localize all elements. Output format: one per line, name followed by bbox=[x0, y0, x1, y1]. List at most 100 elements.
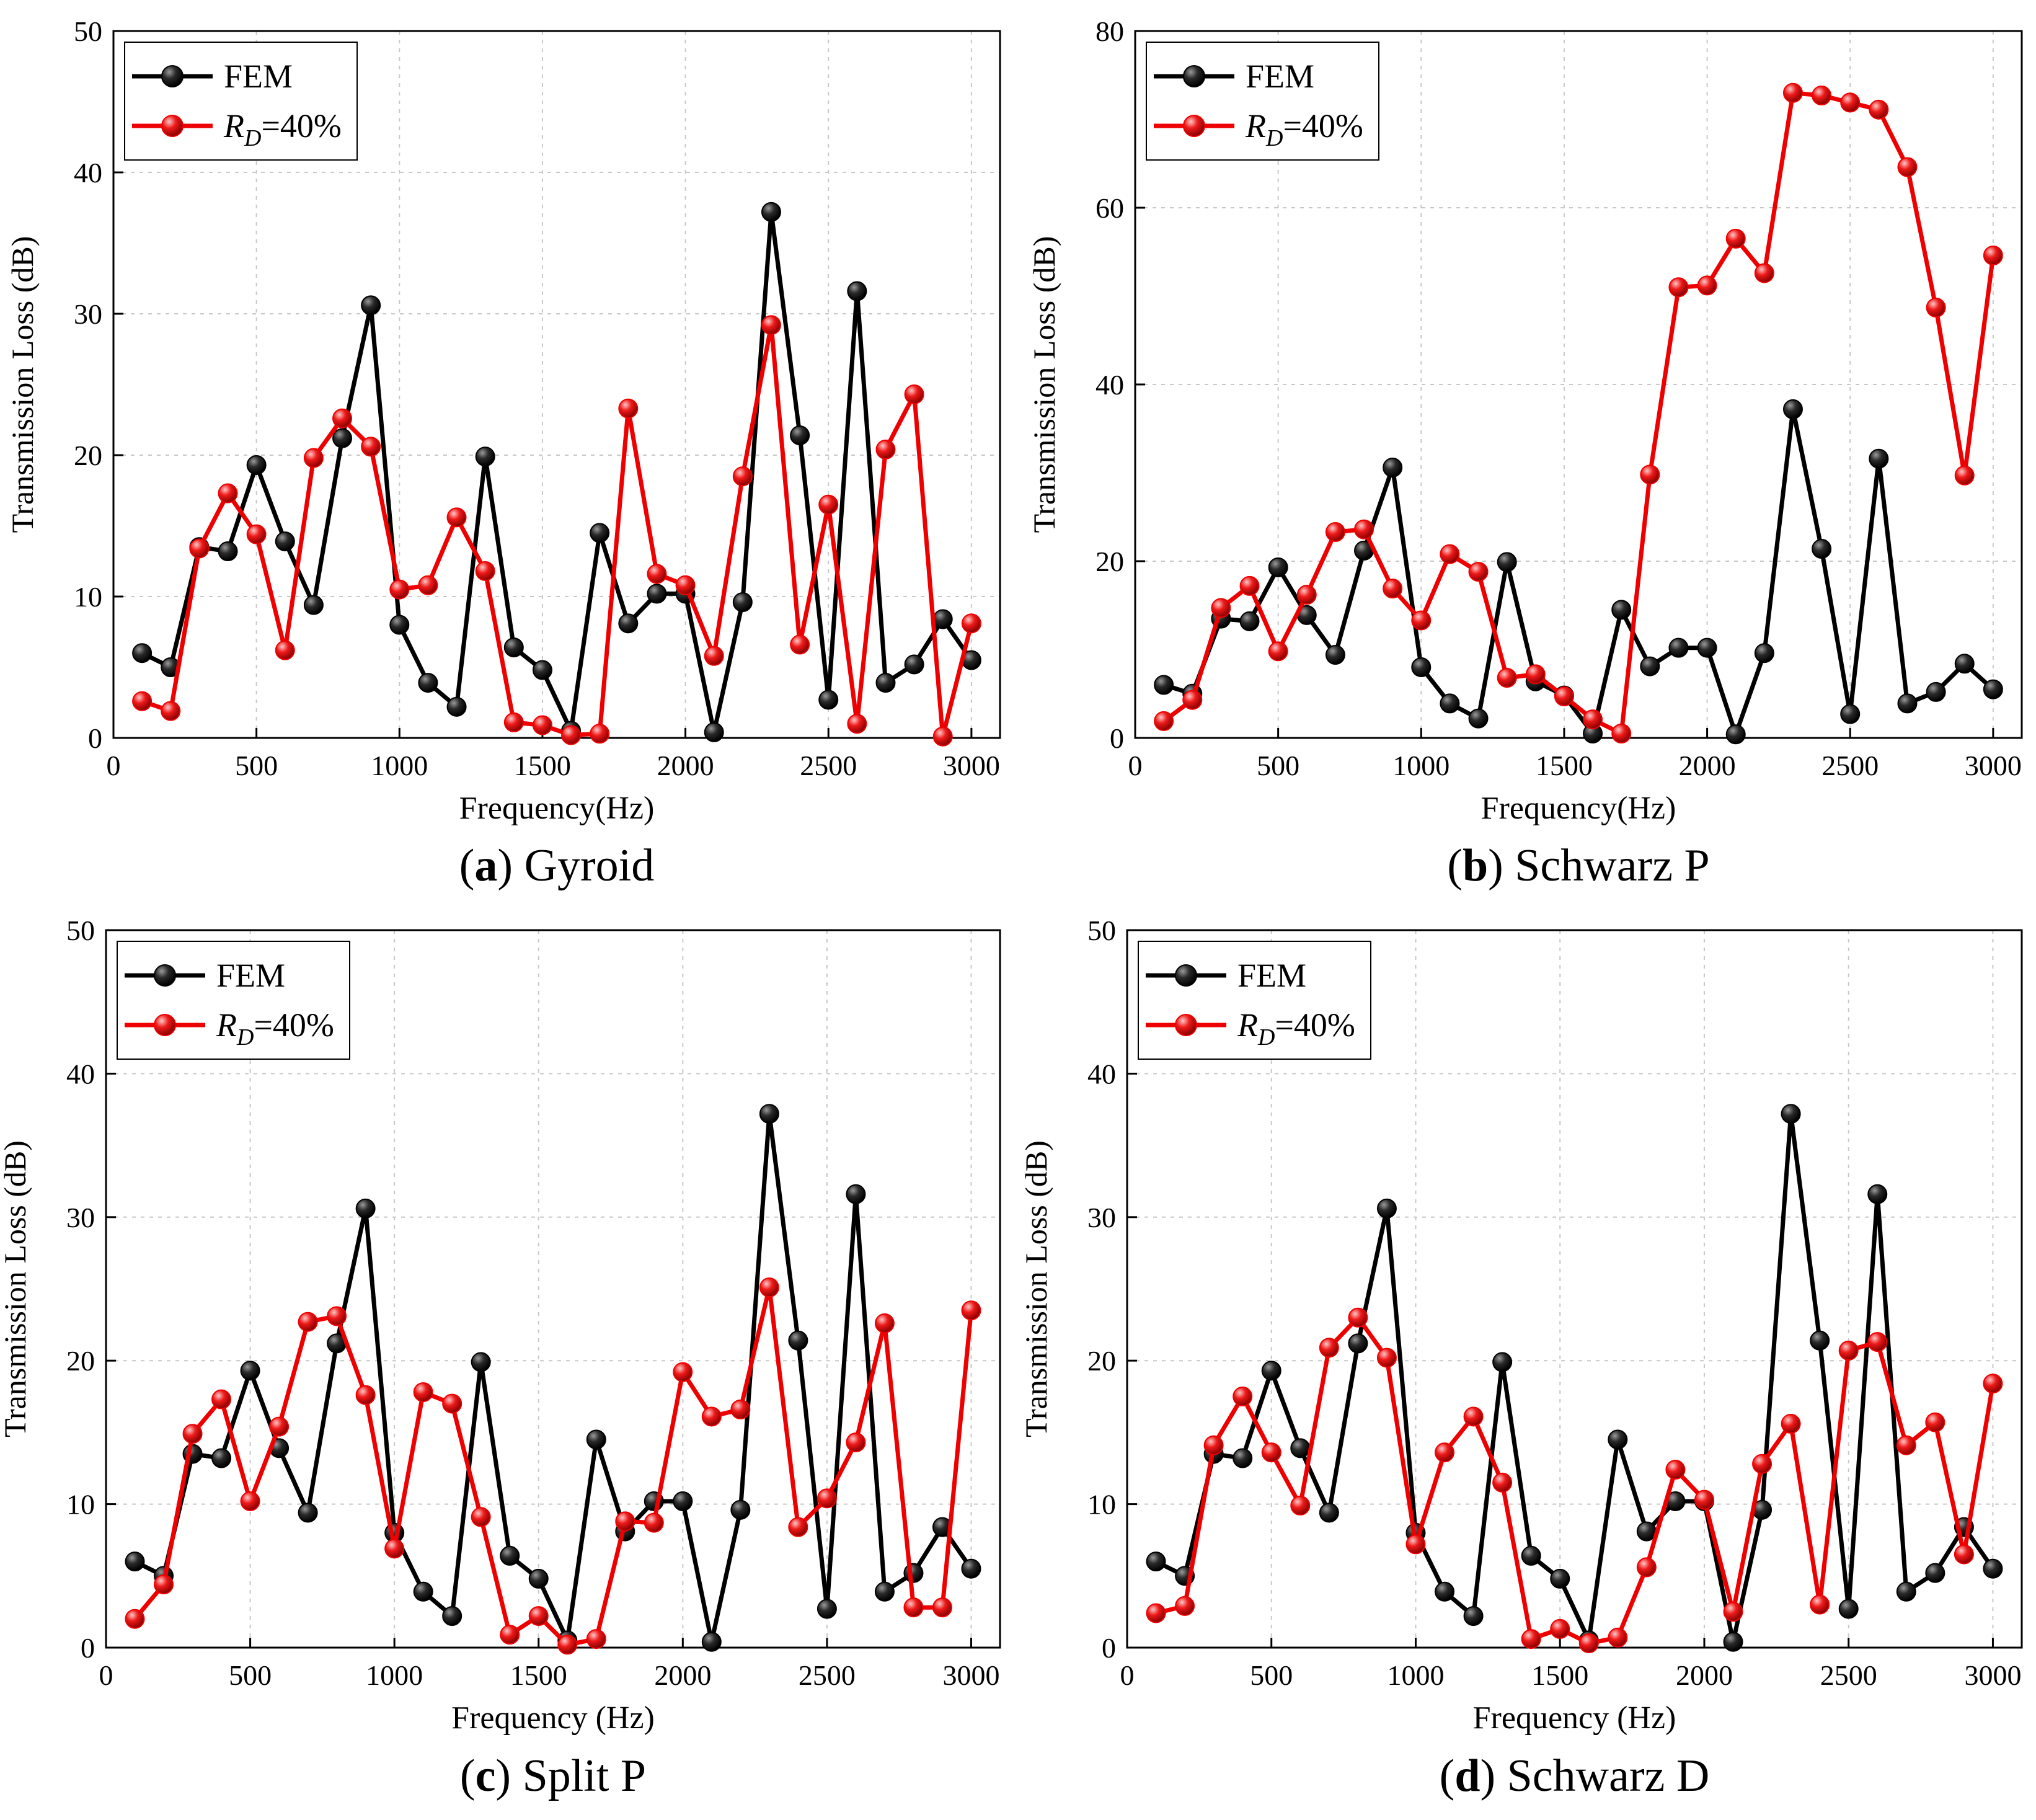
data-point-rd bbox=[1954, 465, 1975, 486]
data-point-rd bbox=[1154, 711, 1174, 731]
data-point-rd bbox=[125, 1609, 145, 1629]
series-line-fem bbox=[133, 1111, 973, 1645]
x-tick-label: 3000 bbox=[943, 750, 1000, 781]
x-tick-label: 2000 bbox=[654, 1659, 711, 1691]
data-point-fem bbox=[1640, 656, 1660, 677]
data-point-rd bbox=[561, 725, 582, 745]
x-tick-label: 3000 bbox=[1965, 750, 2022, 781]
x-tick-label: 2000 bbox=[1676, 1659, 1733, 1691]
data-point-fem bbox=[298, 1503, 318, 1523]
data-point-rd bbox=[1867, 1332, 1888, 1352]
data-point-fem bbox=[1926, 681, 1946, 702]
data-point-rd bbox=[1239, 575, 1260, 596]
caption-name: Split P bbox=[523, 1751, 647, 1801]
legend-label-fem: FEM bbox=[224, 58, 293, 95]
data-point-fem bbox=[1983, 679, 2003, 699]
data-point-rd bbox=[1354, 519, 1374, 539]
data-point-fem bbox=[875, 673, 896, 693]
caption-name: Schwarz P bbox=[1515, 840, 1709, 891]
data-point-rd bbox=[701, 1406, 722, 1427]
x-tick-label: 1000 bbox=[366, 1659, 423, 1691]
data-point-fem bbox=[1239, 611, 1260, 631]
x-tick-label: 1000 bbox=[371, 750, 428, 781]
data-point-fem bbox=[846, 1184, 866, 1204]
data-point-rd bbox=[413, 1382, 433, 1403]
data-point-rd bbox=[904, 384, 924, 404]
data-point-rd bbox=[389, 579, 410, 600]
data-point-rd bbox=[1203, 1435, 1224, 1455]
legend-label-rd-sub: D bbox=[244, 125, 261, 151]
data-point-fem bbox=[475, 446, 495, 467]
data-point-rd bbox=[1383, 579, 1403, 599]
series-line-rd bbox=[141, 322, 974, 739]
data-point-rd bbox=[500, 1625, 520, 1645]
x-tick-label: 2500 bbox=[800, 750, 857, 781]
data-point-rd bbox=[384, 1538, 405, 1559]
x-tick-label: 2500 bbox=[1820, 1659, 1877, 1691]
data-point-rd bbox=[1411, 610, 1432, 631]
data-point-rd bbox=[1668, 277, 1689, 298]
panel-caption: (b) Schwarz P bbox=[1447, 840, 1709, 891]
y-tick-label: 10 bbox=[66, 1489, 95, 1520]
chart-panel-c: 0 500 1000 1500 2000 2500 3000 0 10 20 30 40 50 Frequ… bbox=[0, 915, 1001, 1801]
y-tick-label: 10 bbox=[74, 581, 102, 613]
data-point-rd bbox=[1319, 1338, 1339, 1358]
panel-caption: (a) Gyroid bbox=[459, 840, 654, 891]
data-point-fem bbox=[647, 584, 667, 604]
legend-marker-fem bbox=[1175, 964, 1197, 987]
legend-label-rd: RD=40% bbox=[1245, 107, 1363, 151]
data-point-fem bbox=[1463, 1606, 1484, 1627]
panel-caption: (c) Split P bbox=[460, 1751, 646, 1801]
data-point-fem bbox=[125, 1551, 145, 1572]
caption-open-paren: ( bbox=[459, 840, 475, 891]
data-point-rd bbox=[1812, 86, 1832, 106]
data-point-rd bbox=[182, 1424, 203, 1444]
legend-label-rd-main: R bbox=[223, 107, 244, 144]
legend-label-rd-main: R bbox=[216, 1006, 237, 1044]
caption-close-paren: ) bbox=[497, 840, 524, 891]
x-tick-label: 500 bbox=[1257, 750, 1299, 781]
y-tick-label: 40 bbox=[74, 157, 102, 189]
y-tick-label: 50 bbox=[66, 915, 95, 946]
data-point-rd bbox=[1752, 1454, 1773, 1474]
legend-marker-fem bbox=[154, 964, 176, 987]
legend-label-rd-suffix: =40% bbox=[254, 1006, 334, 1044]
panel-caption: (d) Schwarz D bbox=[1440, 1751, 1710, 1801]
data-point-fem bbox=[1290, 1438, 1311, 1458]
data-point-fem bbox=[275, 531, 295, 552]
y-axis-label: Transmission Loss (dB) bbox=[1019, 1140, 1053, 1437]
data-point-fem bbox=[1897, 693, 1918, 714]
data-point-rd bbox=[618, 398, 639, 419]
data-point-fem bbox=[1925, 1563, 1945, 1583]
data-point-rd bbox=[615, 1511, 635, 1532]
data-point-rd bbox=[1521, 1629, 1541, 1649]
data-point-rd bbox=[1665, 1460, 1686, 1480]
legend-marker-rd bbox=[161, 115, 184, 137]
data-point-rd bbox=[675, 575, 696, 595]
caption-open-paren: ( bbox=[460, 1751, 476, 1801]
data-point-fem bbox=[1154, 675, 1174, 695]
x-tick-label: 500 bbox=[1250, 1659, 1293, 1691]
data-point-fem bbox=[817, 1599, 837, 1619]
data-point-rd bbox=[590, 724, 610, 744]
data-point-fem bbox=[874, 1581, 895, 1602]
caption-letter: d bbox=[1454, 1751, 1480, 1801]
data-point-fem bbox=[1497, 552, 1517, 572]
x-tick-label: 1000 bbox=[1387, 1659, 1444, 1691]
data-point-fem bbox=[618, 613, 639, 634]
data-point-fem bbox=[1840, 704, 1861, 724]
data-point-fem bbox=[704, 722, 724, 742]
legend-marker-rd bbox=[154, 1014, 176, 1036]
data-point-rd bbox=[332, 408, 353, 428]
y-tick-label: 80 bbox=[1095, 16, 1124, 47]
data-point-fem bbox=[1550, 1568, 1570, 1589]
data-point-fem bbox=[1867, 1184, 1888, 1204]
legend-box bbox=[1146, 42, 1379, 161]
data-point-rd bbox=[1723, 1602, 1743, 1622]
x-tick-label: 2500 bbox=[1821, 750, 1879, 781]
data-point-rd bbox=[1926, 298, 1946, 318]
legend-marker-fem bbox=[1183, 65, 1205, 87]
data-point-fem bbox=[303, 595, 324, 615]
data-point-fem bbox=[1869, 448, 1889, 469]
data-point-rd bbox=[1296, 585, 1317, 605]
